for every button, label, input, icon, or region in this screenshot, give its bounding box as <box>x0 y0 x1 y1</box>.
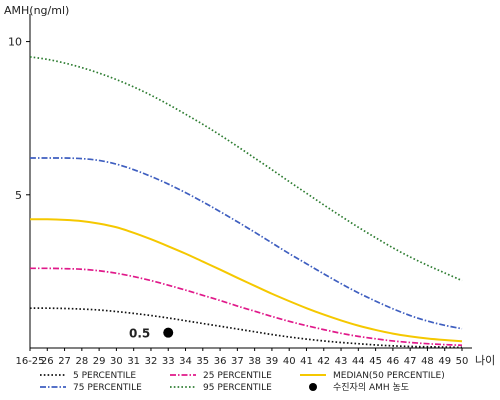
x-tick-label: 28 <box>75 356 88 367</box>
legend-label: 수진자의 AMH 농도 <box>333 382 409 393</box>
y-tick-label: 10 <box>8 36 22 49</box>
legend: 5 PERCENTILE 25 PERCENTILE MEDIAN(50 PERCE… <box>40 371 445 393</box>
series-line-95-percentile <box>29 56 463 282</box>
x-tick-label: 49 <box>438 356 451 367</box>
x-tick-label: 41 <box>300 356 313 367</box>
x-tick-label: 29 <box>93 356 106 367</box>
patient-points: 0.5 <box>129 327 174 341</box>
y-ticks: 5 10 <box>8 36 30 202</box>
x-tick-label: 45 <box>369 356 382 367</box>
x-tick-label: 30 <box>110 356 123 367</box>
x-tick-label: 50 <box>456 356 469 367</box>
x-tick-label: 46 <box>387 356 400 367</box>
x-tick-label: 33 <box>162 356 175 367</box>
x-tick-label: 34 <box>179 356 192 367</box>
legend-label: 95 PERCENTILE <box>203 383 272 393</box>
x-tick-label: 32 <box>145 356 158 367</box>
series-line-75-percentile <box>29 157 463 330</box>
x-tick-label: 38 <box>248 356 261 367</box>
x-tick-label: 36 <box>214 356 227 367</box>
x-axis-label: 나이 <box>475 354 495 367</box>
series-line-5-percentile <box>29 307 463 349</box>
x-tick-label: 43 <box>335 356 348 367</box>
x-tick-label: 16-25 <box>15 356 44 367</box>
series-lines <box>29 56 463 349</box>
x-tick-label: 27 <box>58 356 71 367</box>
series-line-median-50-percentile- <box>29 218 463 343</box>
x-tick-label: 42 <box>317 356 330 367</box>
x-tick-label: 31 <box>127 356 140 367</box>
legend-label: 5 PERCENTILE <box>73 371 136 381</box>
x-tick-label: 39 <box>266 356 279 367</box>
x-tick-label: 48 <box>421 356 434 367</box>
legend-label: 75 PERCENTILE <box>73 383 142 393</box>
legend-point-marker <box>309 383 317 391</box>
x-tick-label: 40 <box>283 356 296 367</box>
x-tick-label: 47 <box>404 356 417 367</box>
patient-amh-value-label: 0.5 <box>129 327 150 341</box>
y-tick-label: 5 <box>15 189 22 202</box>
x-tick-label: 37 <box>231 356 244 367</box>
x-tick-label: 44 <box>352 356 365 367</box>
x-tick-label: 26 <box>41 356 54 367</box>
series-line-25-percentile <box>29 267 463 347</box>
patient-amh-point <box>163 327 174 338</box>
legend-label: 25 PERCENTILE <box>203 371 272 381</box>
x-tick-label: 35 <box>196 356 209 367</box>
legend-label: MEDIAN(50 PERCENTILE) <box>333 371 445 381</box>
y-axis-label: AMH(ng/ml) <box>4 4 69 17</box>
